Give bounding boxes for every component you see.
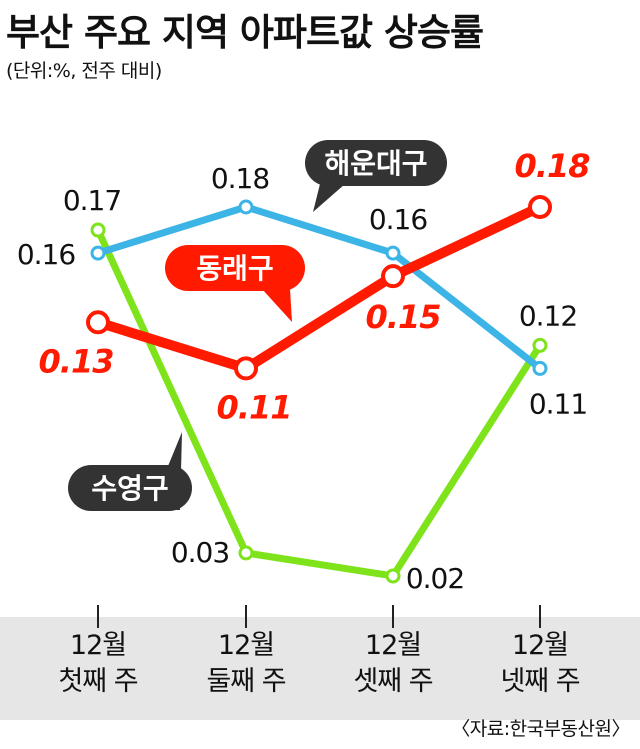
data-point — [234, 356, 258, 381]
data-point — [385, 568, 401, 584]
x-tick-label: 12월 — [365, 630, 421, 661]
data-point — [381, 264, 405, 289]
data-label: 0.03 — [171, 536, 229, 569]
x-tick-label: 12월 — [512, 630, 568, 661]
data-label: 0.18 — [515, 147, 591, 185]
x-tick-label: 둘째 주 — [206, 666, 285, 697]
data-point — [86, 310, 110, 335]
callout-tail — [262, 289, 292, 322]
callout-수영구: 수영구 — [68, 432, 192, 511]
series-수영구 — [90, 222, 548, 584]
data-label: 0.18 — [211, 162, 269, 195]
series-line — [96, 202, 543, 374]
series-line — [96, 203, 543, 372]
series-name-label: 수영구 — [91, 472, 168, 505]
data-point — [238, 199, 254, 215]
data-label: 0.02 — [406, 562, 464, 595]
data-point — [90, 222, 106, 238]
x-axis-band — [0, 617, 640, 720]
x-tick-label: 넷째 주 — [500, 666, 579, 697]
chart-title: 부산 주요 지역 아파트값 상승률 — [6, 11, 484, 54]
callout-해운대구: 해운대구 — [305, 140, 447, 212]
data-label: 0.13 — [39, 342, 114, 380]
series-name-label: 동래구 — [196, 252, 273, 285]
series-동래구 — [86, 195, 552, 381]
data-point — [532, 337, 548, 353]
chart-subtitle: (단위:%, 전주 대비) — [6, 60, 162, 82]
data-label: 0.15 — [366, 298, 441, 336]
data-label: 0.12 — [519, 299, 577, 332]
x-tick-label: 셋째 주 — [353, 666, 432, 697]
data-label: 0.16 — [17, 238, 76, 271]
data-point — [90, 245, 106, 261]
source-note: 〈자료:한국부동산원〉 — [451, 718, 630, 740]
callout-동래구: 동래구 — [165, 245, 305, 322]
data-label: 0.11 — [217, 388, 292, 426]
data-label: 0.11 — [529, 387, 587, 420]
callout-tail — [313, 184, 345, 212]
callout-bubble — [165, 245, 305, 291]
data-point — [385, 245, 401, 261]
x-tick-label: 12월 — [70, 630, 126, 661]
data-point — [532, 360, 548, 376]
data-label: 0.17 — [63, 184, 121, 217]
data-point — [528, 195, 552, 219]
callout-bubble — [68, 465, 192, 511]
data-label: 0.16 — [369, 203, 428, 236]
data-point — [238, 545, 254, 561]
series-해운대구 — [90, 199, 548, 376]
series-line — [94, 228, 543, 580]
x-tick-label: 첫째 주 — [58, 666, 137, 697]
series-name-label: 해운대구 — [324, 147, 427, 180]
x-tick-label: 12월 — [218, 630, 274, 661]
callout-bubble — [305, 140, 447, 186]
